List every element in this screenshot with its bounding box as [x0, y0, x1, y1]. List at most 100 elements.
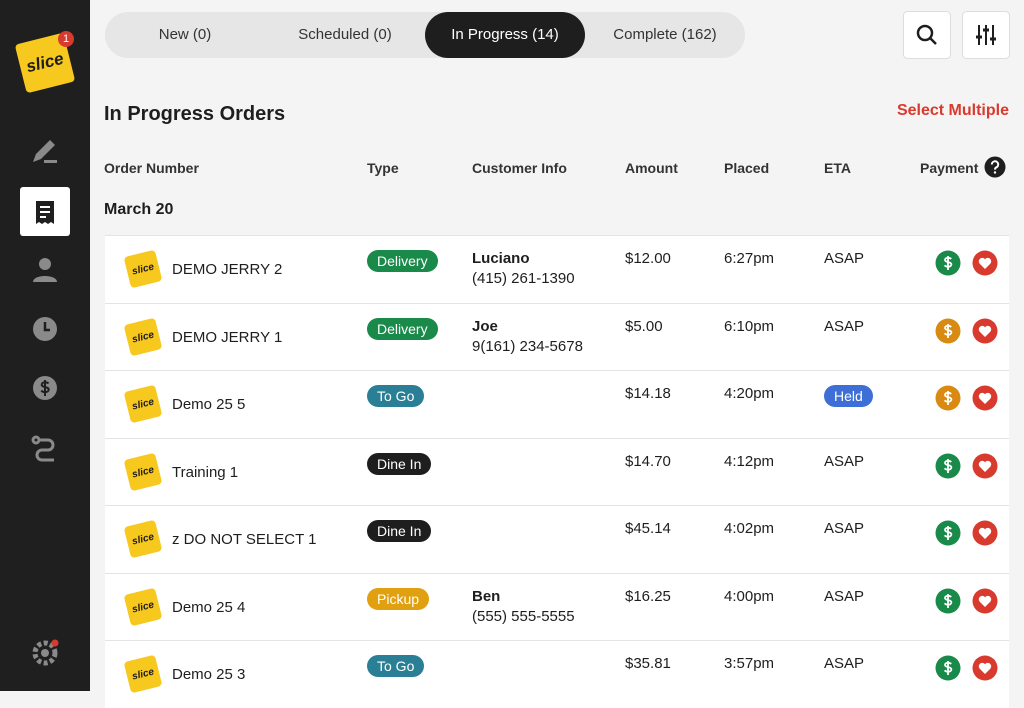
payment-icons: [935, 250, 998, 276]
eta: ASAP: [824, 452, 865, 470]
eta: ASAP: [824, 655, 865, 672]
loyalty-icon: [972, 588, 998, 613]
search-button[interactable]: [903, 11, 951, 59]
loyalty-icon: [972, 520, 998, 546]
order-name: Demo 25 3: [172, 666, 246, 683]
placed: 4:00pm: [724, 587, 775, 605]
amount: $14.70: [625, 452, 671, 470]
customer-phone: 9(161) 234-5678: [472, 337, 583, 355]
page-title: In Progress Orders: [104, 103, 286, 125]
order-logo: slice: [123, 384, 163, 424]
payment-status: [935, 655, 961, 681]
order-type: Dine In: [367, 452, 432, 475]
filter-icon-knobs: [976, 28, 996, 41]
settings-icon[interactable]: [32, 639, 59, 666]
customer-phone: (415) 261-1390: [472, 270, 575, 287]
tab-bar: New (0) Scheduled (0) In Progress (14) Comp…: [105, 12, 745, 58]
amount: $35.81: [625, 655, 671, 672]
column-header: Order Number: [104, 160, 199, 176]
loyalty-icon: [972, 453, 998, 478]
payment-icons: [935, 520, 998, 546]
nav-icons: [20, 140, 70, 666]
placed: 4:20pm: [724, 385, 775, 402]
amount: $45.14: [625, 520, 671, 537]
eta: ASAP: [824, 250, 865, 267]
tab[interactable]: Complete (162): [613, 26, 717, 43]
loyalty-icon: [972, 655, 998, 681]
order-name: DEMO JERRY 1: [172, 328, 283, 346]
placed: 3:57pm: [724, 655, 775, 672]
pencil-icon[interactable]: [33, 140, 57, 163]
clock-icon[interactable]: [33, 317, 57, 341]
amount: $16.25: [625, 587, 671, 605]
date-group: March 20: [104, 201, 174, 218]
sidebar: slice 1: [0, 0, 90, 691]
amount: $12.00: [625, 250, 671, 267]
order-name: Demo 25 4: [172, 598, 246, 616]
customer-name: Joe: [472, 317, 498, 335]
payment-status: [935, 520, 961, 546]
order-name: DEMO JERRY 2: [172, 261, 283, 278]
filter-icon: [978, 25, 994, 45]
order-row[interactable]: slice DEMO JERRY 1 Delivery Joe 9(161) 234-5…: [105, 302, 1009, 371]
order-row[interactable]: slice Demo 25 3 To Go $35.81 3:57pm ASAP: [105, 640, 1009, 708]
order-row[interactable]: slice DEMO JERRY 2 Delivery Luciano (415) 26…: [105, 235, 1009, 303]
order-logo: slice: [123, 654, 163, 694]
order-row[interactable]: slice Demo 25 5 To Go $14.18 4:20pm Held: [105, 370, 1009, 438]
payment-icons: [935, 588, 998, 613]
order-logo: slice: [123, 317, 163, 356]
placed: 6:10pm: [724, 317, 775, 335]
order-type: Delivery: [367, 317, 438, 340]
search-icon-handle: [929, 37, 937, 45]
order-logo: slice: [123, 249, 163, 289]
eta: ASAP: [824, 520, 865, 537]
tab[interactable]: In Progress (14): [425, 12, 585, 58]
person-icon[interactable]: [33, 258, 57, 282]
eta: ASAP: [824, 587, 865, 605]
order-logo: slice: [123, 587, 163, 626]
payment-status: [935, 250, 961, 276]
select-multiple[interactable]: Select Multiple: [896, 102, 1009, 119]
order-type: To Go: [367, 385, 425, 407]
column-header: Payment: [920, 160, 979, 176]
amount: $5.00: [625, 317, 663, 335]
amount: $14.18: [625, 385, 671, 402]
column-header: Placed: [724, 160, 770, 176]
customer-name: Ben: [472, 587, 501, 605]
placed: 4:02pm: [724, 520, 775, 537]
loyalty-icon: [972, 385, 998, 411]
customer-name: Luciano: [472, 250, 530, 267]
help-icon[interactable]: [984, 156, 1006, 178]
payment-status: [935, 385, 961, 411]
column-header: Customer Info: [472, 160, 567, 176]
placed: 4:12pm: [724, 452, 775, 470]
eta-pill: Held: [824, 385, 873, 407]
payment-status: [935, 318, 961, 343]
order-name: z DO NOT SELECT 1: [172, 531, 317, 548]
route-icon[interactable]: [31, 435, 55, 462]
tab[interactable]: New (0): [158, 26, 212, 43]
tab[interactable]: Scheduled (0): [298, 26, 392, 43]
eta: ASAP: [824, 317, 865, 335]
customer-phone: (555) 555-5555: [472, 607, 575, 625]
toolbar: [903, 11, 1010, 59]
column-header: Type: [367, 160, 399, 176]
order-name: Training 1: [172, 463, 239, 481]
order-type: Delivery: [367, 250, 438, 272]
order-type: To Go: [367, 655, 425, 677]
placed: 6:27pm: [724, 250, 775, 267]
column-header: Amount: [625, 160, 678, 176]
order-row[interactable]: slice z DO NOT SELECT 1 Dine In $45.14 4:02p…: [105, 505, 1009, 573]
order-logo: slice: [123, 452, 163, 491]
order-name: Demo 25 5: [172, 396, 246, 413]
column-header: ETA: [824, 160, 851, 176]
loyalty-icon: [972, 250, 998, 276]
search-icon: [916, 24, 934, 42]
receipt-icon: [36, 201, 54, 224]
order-type: Pickup: [367, 587, 430, 610]
order-type: Dine In: [367, 520, 432, 542]
order-row[interactable]: slice Training 1 Dine In $14.70 4:12pm ASAP: [105, 437, 1009, 506]
order-row[interactable]: slice Demo 25 4 Pickup Ben (555) 555-5555 $16…: [105, 572, 1009, 641]
dollar-nav-icon[interactable]: [33, 376, 57, 400]
payment-icons: [935, 318, 998, 343]
